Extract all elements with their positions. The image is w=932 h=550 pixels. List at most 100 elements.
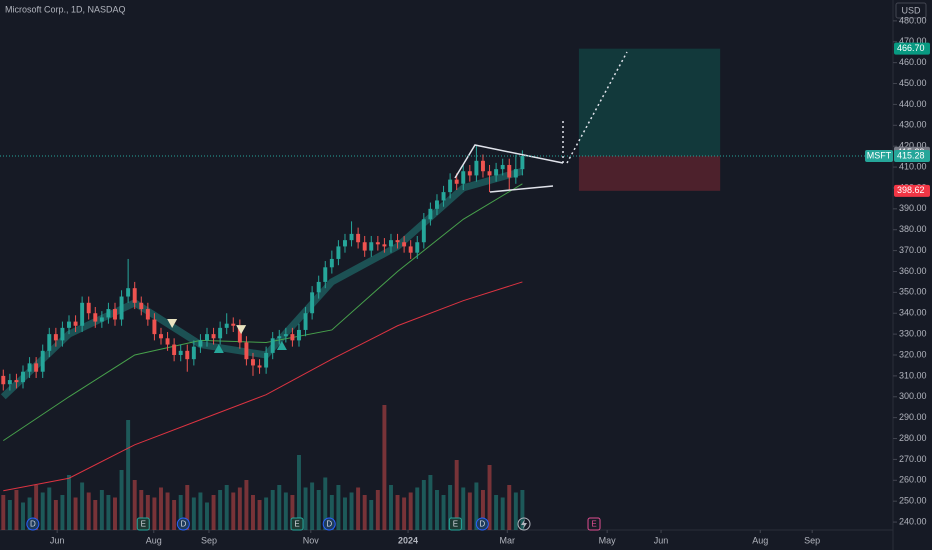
candle-body [27,363,32,372]
candle-body [480,160,485,172]
candle-body [172,344,177,356]
volume-bar [34,485,39,530]
candle-body [402,242,407,247]
candle-body [53,334,58,341]
candle-body [99,317,104,322]
signal-arrow [167,319,178,329]
pattern-upper [454,144,564,179]
volume-bar [356,487,361,530]
event-label: D [30,520,36,529]
volume-bar [435,490,439,530]
volume-bar [428,475,433,530]
candle-body [191,346,196,360]
candle-body [73,321,78,326]
y-tick-label: 440.00 [899,99,927,109]
volume-bar [257,500,262,530]
event-marker [176,517,190,531]
candle-body [343,240,347,247]
candle-body [185,350,190,360]
volume-bar [21,502,25,530]
volume-bar [513,492,518,530]
event-label: E [453,520,458,529]
volume-bar [461,487,466,530]
volume-bar [126,420,131,530]
candle-body [487,171,492,176]
candle-body [507,164,512,178]
volume-bar [382,405,387,530]
y-tick-label: 370.00 [899,245,927,255]
candle-body [277,336,282,339]
candle-body [448,179,453,193]
candle-body [152,319,157,335]
volume-bar [297,455,301,530]
volume-bar [159,487,163,530]
plot [0,48,721,530]
event-label: E [294,520,299,529]
event-marker [322,517,336,531]
y-tick-label: 420.00 [899,141,927,151]
currency-box [895,2,927,19]
currency: USD [901,5,921,15]
y-tick-label: 390.00 [899,203,927,213]
candle-body [395,240,400,243]
candle-body [257,365,262,368]
candle-body [178,350,183,356]
candle-body [415,242,420,253]
volume-bar [1,495,6,530]
candle-body [224,323,229,328]
volume-bar [251,495,255,530]
candle-body [34,363,39,372]
event-flash [517,517,531,531]
volume-bar [343,497,347,530]
y-tick-label: 340.00 [899,308,927,318]
target-price: 466.70 [897,43,925,53]
volume-bar [303,487,308,530]
x-tick-label: Jun [50,535,65,545]
candle-body [7,380,12,385]
volume-bar [99,490,104,530]
candle-body [500,164,505,170]
candle-body [323,267,328,282]
candle-body [435,200,439,209]
candle-body [237,325,242,343]
candle-body [356,233,361,243]
volume-bar [415,487,420,530]
x-tick-label: 2024 [398,535,418,545]
candle-body [329,258,334,268]
volume-bar [283,492,288,530]
volume-bar [323,477,328,530]
volume-bar [205,502,209,530]
y-tick-label: 250.00 [899,496,927,506]
x-tick-label: Sep [804,535,820,545]
event-label: D [479,520,485,529]
volume-bar [119,470,124,530]
candle-body [211,334,216,339]
pattern-drawing [454,51,628,193]
volume-bar [349,492,354,530]
pattern-lower [489,185,554,193]
candle-body [67,321,71,328]
x-tick-label: Aug [752,535,768,545]
volume-bar [487,465,492,530]
event-marker [26,517,40,531]
position-profit [578,48,721,157]
volume-bar [494,495,499,530]
event-marker [475,517,489,531]
volume-bar [290,495,295,530]
volume-bar [467,492,472,530]
y-tick-label: 350.00 [899,287,927,297]
candle-body [86,302,91,314]
volume-bar [507,485,512,530]
last-price-box [894,150,930,163]
candle-body [316,281,321,293]
volume-bar [421,480,426,530]
volume-bar [369,500,374,530]
stop-price: 398.62 [897,185,925,195]
volume-bar [178,495,183,530]
y-tick-label: 430.00 [899,120,927,130]
x-tick-label: Mar [500,535,516,545]
volume-bar [375,490,380,530]
volume-bar [53,500,58,530]
